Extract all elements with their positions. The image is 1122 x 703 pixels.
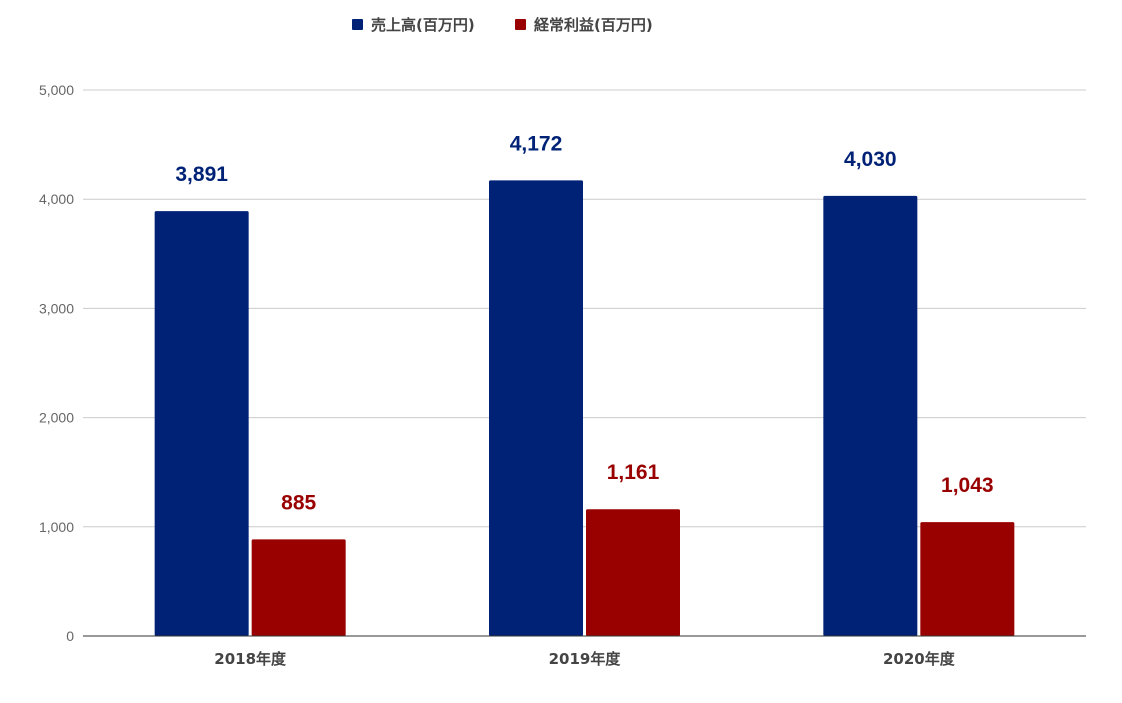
legend-swatch — [515, 19, 526, 30]
x-category-label: 2020年度 — [883, 650, 956, 668]
legend-label: 売上高(百万円) — [371, 16, 475, 34]
data-label: 1,161 — [607, 461, 660, 484]
bars — [154, 180, 1015, 637]
bar-ordinary-profit — [251, 539, 346, 636]
y-tick-label: 2,000 — [39, 410, 74, 426]
bar-sales — [154, 211, 249, 637]
y-tick-label: 0 — [66, 628, 74, 644]
legend-item: 経常利益(百万円) — [515, 16, 653, 34]
y-tick-label: 5,000 — [39, 82, 74, 98]
legend: 売上高(百万円) 経常利益(百万円) — [352, 16, 653, 34]
data-label: 3,891 — [175, 163, 228, 186]
legend-swatch — [352, 19, 363, 30]
x-axis: 2018年度 2019年度 2020年度 — [83, 635, 1086, 668]
data-label: 4,172 — [510, 132, 563, 155]
bar-sales — [823, 195, 918, 636]
bar-ordinary-profit — [586, 509, 680, 636]
y-axis: 0 1,000 2,000 3,000 4,000 5,000 — [39, 82, 74, 644]
data-label: 4,030 — [844, 148, 897, 171]
legend-label: 経常利益(百万円) — [534, 16, 653, 34]
bar-ordinary-profit — [920, 522, 1015, 636]
y-tick-label: 4,000 — [39, 191, 74, 207]
y-tick-label: 1,000 — [39, 519, 74, 535]
x-category-label: 2018年度 — [214, 650, 287, 668]
bar-sales — [489, 180, 583, 636]
gridlines — [83, 89, 1086, 528]
data-labels: 3,891 885 4,172 1,161 4,030 1,043 — [175, 132, 993, 514]
legend-item: 売上高(百万円) — [352, 16, 475, 34]
y-tick-label: 3,000 — [39, 300, 74, 316]
x-category-label: 2019年度 — [549, 650, 622, 668]
data-label: 1,043 — [941, 474, 994, 497]
data-label: 885 — [281, 491, 316, 514]
